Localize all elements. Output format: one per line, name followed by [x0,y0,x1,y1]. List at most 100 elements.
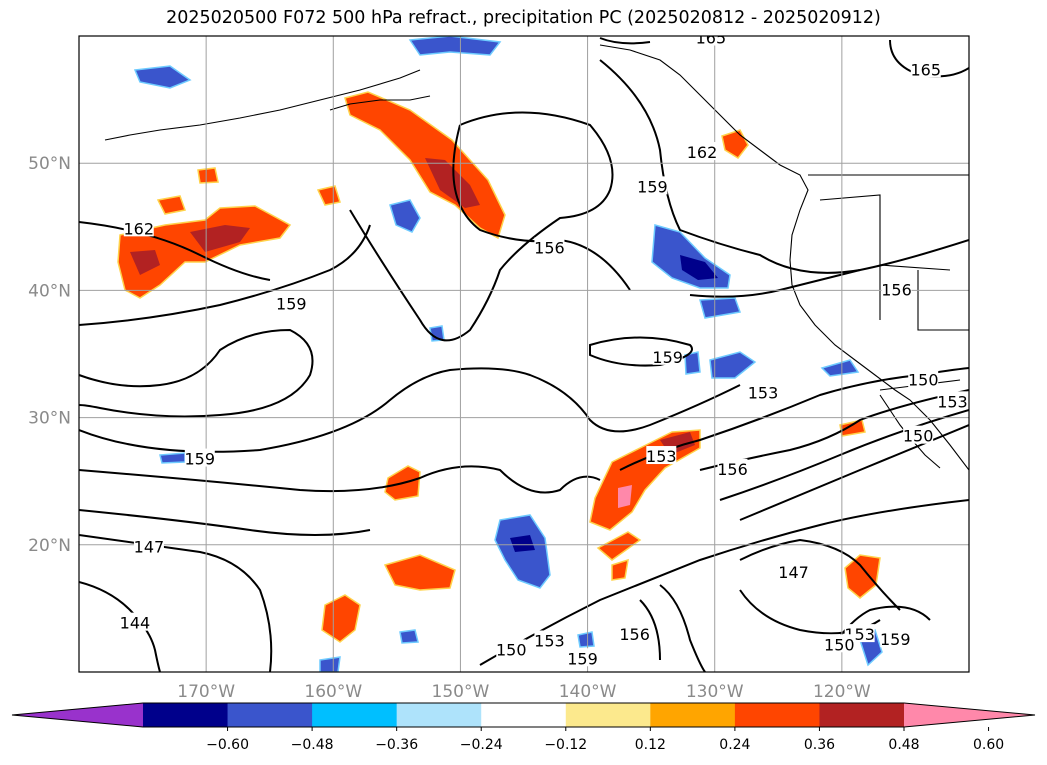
contour-label-bg [717,458,748,477]
precip-patch [383,554,456,591]
lat-tick-label: 40°N [28,281,71,301]
contour-label: 150 [824,635,855,654]
contour-label-bg [496,639,527,658]
colorbar-segment [481,703,567,727]
colorbar-tick-label: 0.48 [888,737,919,753]
contour-label: 156 [717,460,748,479]
colorbar-segment [396,703,482,727]
lon-tick-label: 150°W [432,682,490,702]
coastline-alaska [104,69,431,141]
lon-tick-label: 120°W [813,682,871,702]
contour-label-bg [881,279,912,298]
contour-label-bg [748,382,779,401]
precip-patch [680,255,718,280]
precip-patch [721,129,749,159]
precip-patch [596,531,642,561]
lon-tick-labels: 170°W 160°W 150°W 140°W 130°W 120°W [177,682,871,702]
precip-patch [316,185,341,206]
contour-label-bg [637,176,668,195]
precip-patch [684,351,701,375]
precip-patch [130,250,160,275]
colorbar-outline [11,702,1036,728]
contour-label-bg [133,536,164,555]
contour-label: 162 [687,143,718,162]
colorbar-segment [312,703,398,727]
contour-label: 159 [637,177,668,196]
precip-patch [510,535,535,552]
lat-tick-label: 50°N [28,154,71,174]
colorbar-tick-label: −0.24 [460,737,503,753]
map-area: 1651651621591621591561561591531501531501… [79,29,969,672]
contour-label: 159 [567,649,598,668]
precip-patch [577,631,595,648]
contour-label-bg [652,346,683,365]
contour-label: 150 [496,640,527,659]
contour-label-bg [119,612,150,631]
contour-label: 159 [652,348,683,367]
colorbar-tick-label: −0.60 [206,737,249,753]
precip-patch [839,419,866,437]
contour-150 [79,424,969,666]
contour-162 [79,59,969,281]
contour-label-bg [646,446,677,465]
colorbar: −0.60 −0.48 −0.36 −0.24 −0.12 0.12 0.24 0.36 0.4… [11,702,1036,753]
colorbar-segment [143,703,229,727]
coastline-north-america [599,44,969,471]
contour-label-bg [880,629,911,648]
contour-label: 150 [908,371,939,390]
precip-patch [190,225,250,252]
contour-label: 153 [937,392,968,411]
contour-labels: 1651651621591621591561561591531501531501… [119,29,968,668]
contour-label-bg [184,448,215,467]
colorbar-tick-label: 0.60 [973,737,1004,753]
contour-label-bg [619,624,650,643]
contour-159 [79,111,741,453]
precip-patch [321,594,361,643]
contour-label-bg [123,218,154,237]
precip-patch [197,167,219,184]
contour-label: 165 [696,29,727,48]
precip-patch [494,514,551,589]
colorbar-tick-label: −0.12 [544,737,587,753]
lon-tick-label: 160°W [304,682,362,702]
lon-tick-label: 140°W [559,682,617,702]
contour-label: 153 [748,383,779,402]
contour-label-bg [910,59,941,78]
colorbar-segment [819,703,905,727]
lat-tick-label: 30°N [28,409,71,429]
coastlines [104,44,969,471]
precip-patch [611,558,629,581]
contour-label: 159 [185,450,216,469]
colorbar-tick-label: −0.36 [375,737,418,753]
contour-label: 156 [881,280,912,299]
colorbar-tick-label: 0.36 [804,737,835,753]
colorbar-segment [734,703,820,727]
contour-label: 156 [534,238,565,257]
map-frame [78,35,970,673]
precip-patch [618,485,632,508]
precip-patch [408,36,502,56]
contour-label: 162 [123,219,154,238]
lat-tick-label: 20°N [28,536,71,556]
contour-label: 159 [276,294,307,313]
map-gridlines [79,36,969,672]
precip-patch [159,452,186,464]
precip-patch [820,359,860,377]
precip-patch [156,195,186,215]
contour-label: 156 [619,625,650,644]
contour-label-bg [908,369,939,388]
contour-label-bg [534,630,565,649]
contour-label: 150 [903,427,934,446]
precip-patch [425,158,480,208]
precip-patch [133,65,192,89]
contour-label-bg [276,293,307,312]
contour-label: 144 [120,614,151,633]
colorbar-segment [565,703,651,727]
contour-label-bg [937,391,968,410]
colorbar-extend-low [12,703,143,727]
contour-label: 159 [880,630,911,649]
lon-tick-label: 130°W [686,682,744,702]
precip-patch [319,656,341,672]
contour-label-bg [903,425,934,444]
